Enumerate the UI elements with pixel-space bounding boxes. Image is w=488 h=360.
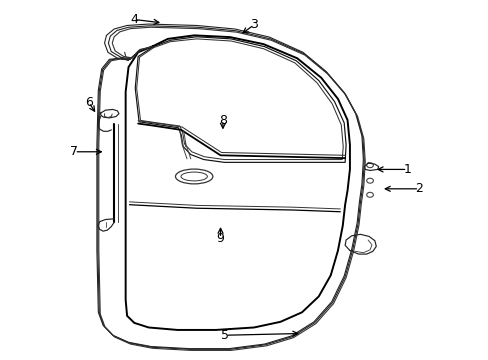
Text: 9: 9 xyxy=(216,232,224,245)
Text: 3: 3 xyxy=(250,18,258,31)
Text: 8: 8 xyxy=(219,113,226,126)
Text: 7: 7 xyxy=(70,145,78,158)
Text: 2: 2 xyxy=(415,182,423,195)
Text: 4: 4 xyxy=(130,13,138,26)
Text: 6: 6 xyxy=(84,96,93,109)
Text: 1: 1 xyxy=(403,163,410,176)
Text: 5: 5 xyxy=(221,329,229,342)
